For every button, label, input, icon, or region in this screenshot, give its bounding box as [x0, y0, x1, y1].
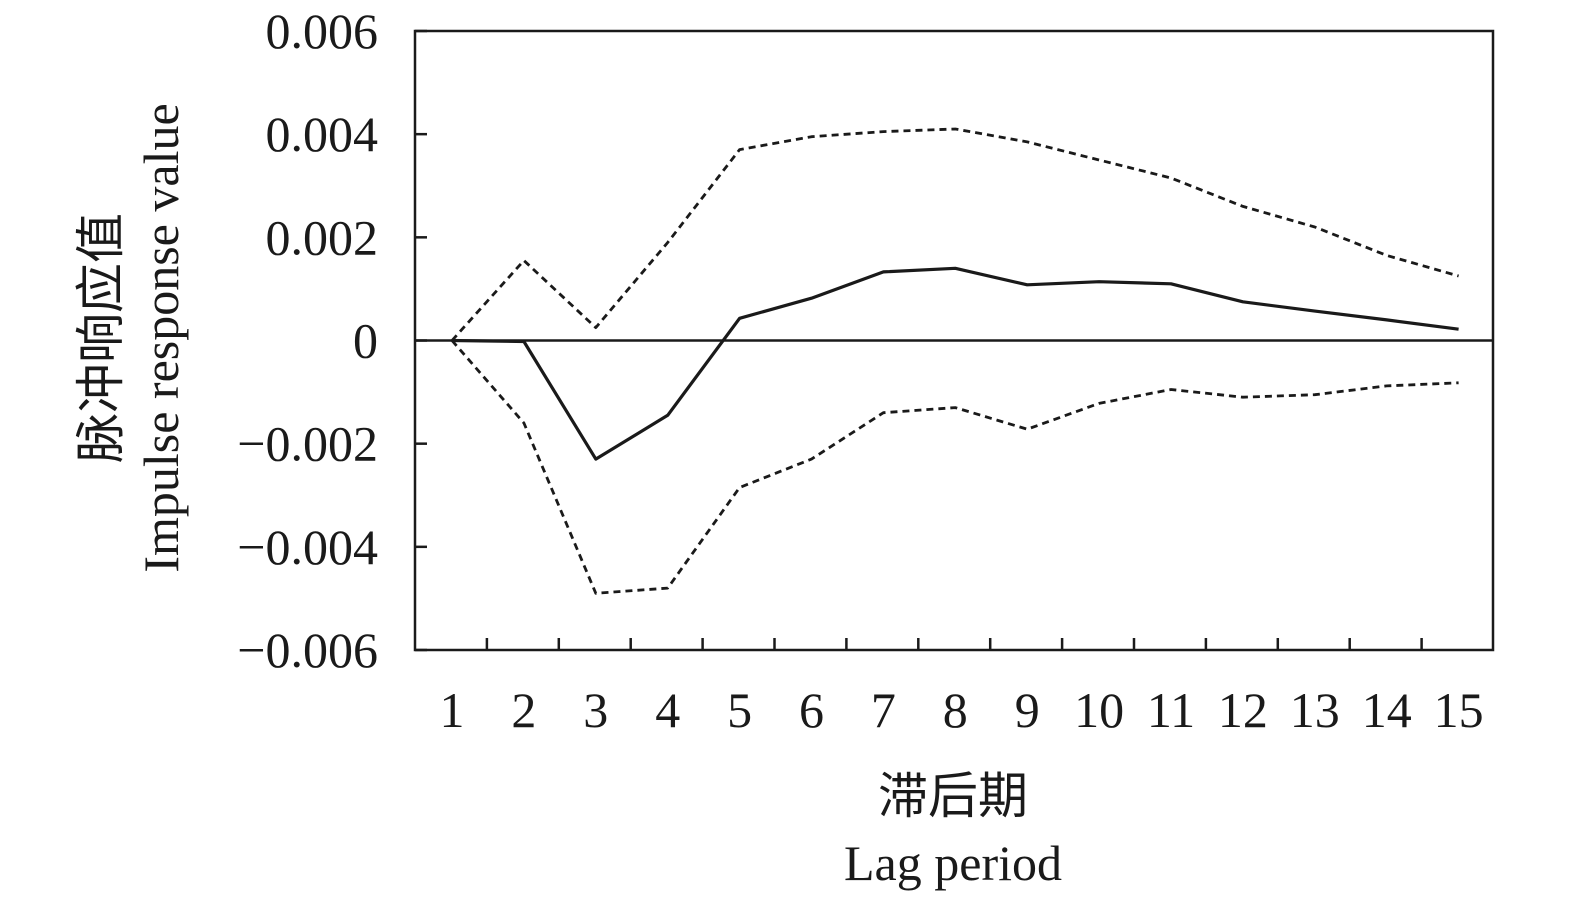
confidence-band-line-2 — [450, 339, 1459, 595]
y-tick-label: 0.004 — [266, 106, 379, 162]
x-tick-label: 3 — [583, 682, 608, 738]
x-tick-label: 6 — [799, 682, 824, 738]
y-tick-label: 0 — [353, 313, 378, 369]
x-tick-label: 1 — [440, 682, 465, 738]
x-tick-label: 7 — [871, 682, 896, 738]
x-tick-label: 13 — [1290, 682, 1340, 738]
x-tick-label: 8 — [943, 682, 968, 738]
x-tick-label: 14 — [1362, 682, 1412, 738]
x-tick-label: 4 — [655, 682, 680, 738]
y-ticks: 0.006 0.004 0.002 0 −0.002 −0.004 −0.006 — [237, 3, 427, 678]
y-tick-label: −0.006 — [237, 622, 378, 678]
y-tick-label: −0.004 — [237, 519, 378, 575]
x-tick-label: 10 — [1074, 682, 1124, 738]
y-tick-label: 0.006 — [266, 3, 379, 59]
confidence-band-line-0 — [450, 127, 1459, 342]
x-ticks: 1 2 3 4 5 6 7 8 9 10 11 12 13 14 15 — [440, 638, 1484, 738]
series-group — [450, 127, 1459, 595]
y-axis-title: 脉冲响应值 Impulse response value — [73, 103, 189, 572]
y-tick-label: 0.002 — [266, 209, 379, 265]
x-axis-title-en: Lag period — [844, 835, 1062, 891]
x-tick-label: 15 — [1434, 682, 1484, 738]
y-axis-title-en: Impulse response value — [133, 103, 189, 572]
y-tick-label: −0.002 — [237, 416, 378, 472]
x-axis-title-cn: 滞后期 — [878, 768, 1028, 824]
x-tick-label: 2 — [511, 682, 536, 738]
response-line-1 — [451, 266, 1459, 461]
x-tick-label: 12 — [1218, 682, 1268, 738]
y-axis-title-cn: 脉冲响应值 — [73, 213, 129, 463]
x-tick-label: 5 — [727, 682, 752, 738]
x-tick-label: 9 — [1015, 682, 1040, 738]
x-tick-label: 11 — [1147, 682, 1195, 738]
